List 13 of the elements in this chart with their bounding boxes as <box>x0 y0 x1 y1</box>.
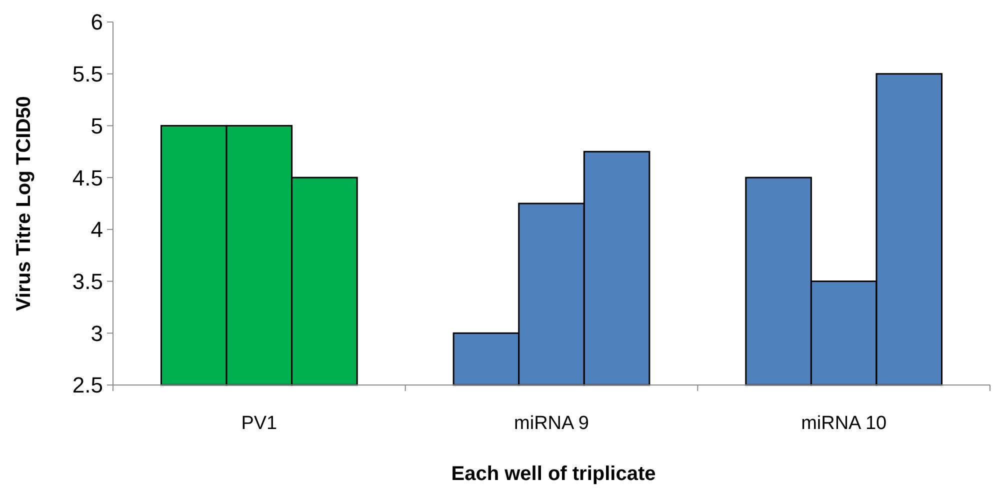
y-tick-label: 3.5 <box>72 268 103 294</box>
x-tick-label: PV1 <box>241 413 278 434</box>
y-tick-label: 5.5 <box>72 62 103 87</box>
y-tick-label: 4 <box>90 217 103 242</box>
y-tick-label: 2.5 <box>72 372 103 398</box>
y-tick-label: 6 <box>90 10 103 35</box>
y-tick-label: 5 <box>90 113 103 138</box>
y-axis-title: Virus Titre Log TCID50 <box>13 96 35 311</box>
y-tick-label: 4.5 <box>72 165 103 190</box>
x-axis-title: Each well of triplicate <box>451 463 656 485</box>
y-tick-label: 3 <box>90 320 103 346</box>
x-tick-label: miRNA 9 <box>514 413 589 434</box>
x-tick-label: miRNA 10 <box>801 413 887 434</box>
